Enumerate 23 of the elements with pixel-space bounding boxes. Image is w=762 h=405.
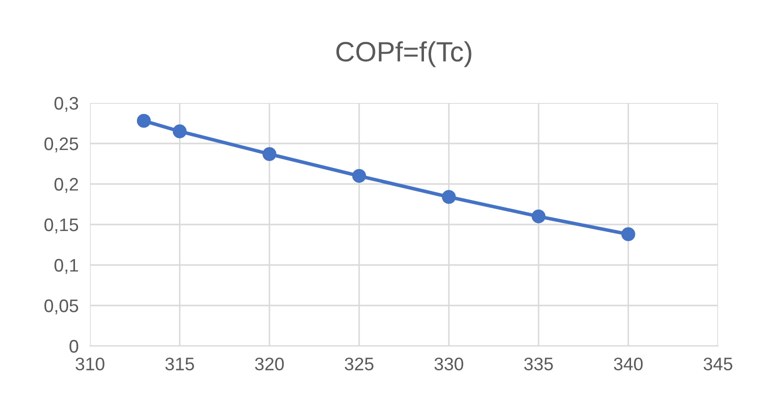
y-tick-label: 0,2 — [54, 178, 78, 193]
y-tick-label: 0,3 — [54, 96, 78, 112]
point — [136, 114, 151, 128]
x-tick-label: 325 — [344, 358, 374, 370]
x-tick-label: 345 — [704, 358, 732, 370]
point — [532, 209, 546, 224]
y-tick-label: 0,05 — [44, 299, 78, 314]
x-tick-label: 330 — [434, 358, 464, 370]
x-tick-label: 340 — [614, 358, 643, 370]
chart-title: COPf=f(Tc) — [336, 41, 472, 68]
y-tick-label: 0,25 — [44, 137, 78, 152]
x-tick-label: 310 — [76, 358, 104, 370]
x-tick-label: 315 — [165, 358, 194, 370]
point — [172, 124, 187, 138]
y-tick-label: 0,1 — [54, 258, 78, 274]
y-tick-label: 0,15 — [44, 218, 78, 234]
x-tick-label: 320 — [255, 358, 284, 370]
y-tick-label: 0 — [70, 340, 78, 353]
point — [442, 190, 456, 204]
x-tick-label: 335 — [524, 358, 553, 370]
point — [262, 147, 276, 161]
point — [352, 168, 366, 183]
point — [621, 227, 636, 242]
